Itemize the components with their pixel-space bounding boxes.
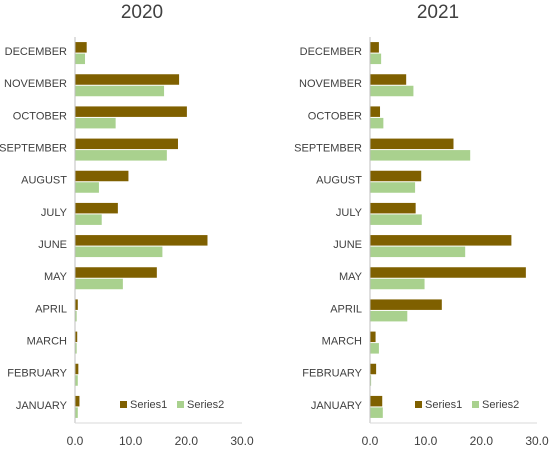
bar-series2-march (370, 343, 379, 354)
bar-series2-may (370, 278, 425, 290)
bar-series2-december (370, 53, 382, 65)
category-label: JULY (336, 207, 363, 219)
x-tick-label: 30.0 (525, 434, 549, 448)
bar-series1-march (370, 331, 376, 343)
bar-series1-july (75, 202, 118, 214)
legend-label-series1: Series1 (130, 399, 167, 411)
category-label: FEBRUARY (302, 368, 362, 380)
bar-series1-september (370, 138, 454, 150)
category-label: OCTOBER (13, 110, 67, 122)
chart-title: 2020 (121, 2, 163, 23)
legend-label-series2: Series2 (187, 399, 224, 411)
bar-series1-november (370, 74, 407, 85)
bar-series1-december (75, 42, 87, 53)
category-label: JUNE (333, 239, 362, 251)
x-tick-label: 10.0 (119, 434, 143, 448)
bar-series1-june (75, 235, 208, 246)
category-label: DECEMBER (5, 46, 67, 58)
category-label: JULY (41, 207, 68, 219)
category-label: AUGUST (316, 175, 362, 187)
bar-series2-march (75, 343, 77, 354)
bar-series2-february (75, 375, 78, 386)
bar-series2-december (75, 53, 86, 65)
category-label: JANUARY (16, 400, 68, 412)
legend-swatch-series2 (472, 401, 479, 408)
category-label: NOVEMBER (4, 78, 67, 90)
bar-series2-january (75, 407, 78, 418)
bar-series2-november (370, 85, 414, 97)
bar-series1-january (75, 395, 80, 407)
x-tick-label: 0.0 (67, 434, 84, 448)
bar-series1-november (75, 74, 180, 85)
bar-series1-march (75, 331, 78, 343)
category-label: OCTOBER (308, 110, 362, 122)
legend-label-series2: Series2 (482, 399, 519, 411)
bar-series1-june (370, 235, 512, 246)
bar-series1-april (370, 299, 442, 310)
chart-title: 2021 (417, 2, 459, 23)
category-label: MAY (339, 271, 363, 283)
bar-series1-february (370, 363, 377, 375)
bar-series1-february (75, 363, 79, 375)
bar-series1-april (75, 299, 78, 310)
bar-series1-august (370, 170, 422, 182)
bar-series2-july (370, 214, 422, 225)
bar-series1-january (370, 395, 383, 407)
bar-series2-august (370, 182, 416, 193)
bar-series2-february (370, 375, 372, 386)
legend: Series1 Series2 (120, 399, 224, 411)
legend-label-series1: Series1 (425, 399, 462, 411)
category-label: MAY (44, 271, 68, 283)
x-tick-label: 30.0 (230, 434, 254, 448)
x-tick-label: 20.0 (175, 434, 199, 448)
chart-panel-2020: 2020 JANUARY FEBRUARY MARCH APRIL MAY JUNE JULY… (0, 2, 254, 448)
bar-series2-may (75, 278, 123, 290)
legend: Series1 Series2 (415, 399, 519, 411)
x-tick-label: 20.0 (470, 434, 494, 448)
x-tick-label: 0.0 (362, 434, 379, 448)
bar-series2-april (75, 310, 77, 322)
category-label: AUGUST (21, 175, 67, 187)
bar-series1-july (370, 202, 416, 214)
bar-series1-december (370, 42, 379, 53)
bar-series2-january (370, 407, 383, 418)
category-label: JUNE (38, 239, 67, 251)
legend-swatch-series2 (177, 401, 184, 408)
bar-series1-october (370, 106, 381, 117)
bar-series2-august (75, 182, 99, 193)
category-label: NOVEMBER (299, 78, 362, 90)
category-label: FEBRUARY (7, 368, 67, 380)
bar-series2-november (75, 85, 165, 97)
category-label: MARCH (27, 335, 67, 347)
x-tick-label: 10.0 (414, 434, 438, 448)
bar-series1-may (370, 267, 526, 278)
category-label: APRIL (330, 303, 362, 315)
bar-series2-september (370, 150, 471, 161)
bar-series2-june (75, 246, 163, 258)
bar-series1-october (75, 106, 187, 117)
bar-series2-july (75, 214, 102, 225)
bar-series2-september (75, 150, 167, 161)
category-label: JANUARY (311, 400, 363, 412)
category-label: DECEMBER (300, 46, 362, 58)
bar-series1-august (75, 170, 129, 182)
bar-series1-september (75, 138, 178, 150)
legend-swatch-series1 (415, 401, 422, 408)
category-label: SEPTEMBER (294, 142, 362, 154)
bar-series1-may (75, 267, 157, 278)
chart-panel-2021: 2021 JANUARY FEBRUARY MARCH APRIL MAY JUNE JULY… (294, 2, 549, 448)
category-label: MARCH (322, 335, 362, 347)
bar-series2-april (370, 310, 408, 322)
category-label: APRIL (35, 303, 67, 315)
legend-swatch-series1 (120, 401, 127, 408)
bar-series2-october (370, 117, 384, 129)
bar-series2-october (75, 117, 116, 129)
category-label: SEPTEMBER (0, 142, 67, 154)
bar-series2-june (370, 246, 466, 258)
